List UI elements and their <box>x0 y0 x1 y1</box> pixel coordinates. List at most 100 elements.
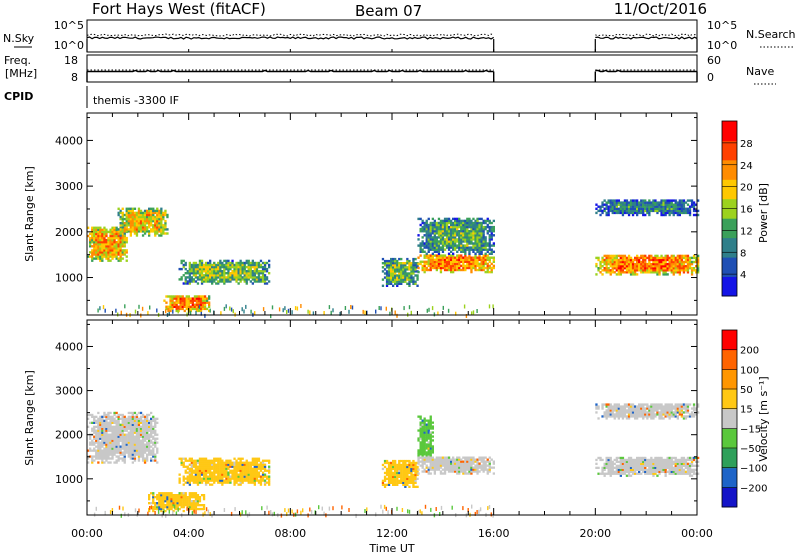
data-cell <box>103 448 105 450</box>
data-cell <box>618 210 620 212</box>
data-cell <box>462 463 464 465</box>
data-cell <box>140 218 142 220</box>
data-cell <box>115 309 116 313</box>
data-cell <box>132 412 134 414</box>
data-cell <box>95 227 97 229</box>
data-cell <box>183 480 185 482</box>
data-cell <box>309 311 310 315</box>
data-cell <box>404 272 406 274</box>
data-cell <box>662 265 664 267</box>
data-cell <box>493 234 495 236</box>
data-cell <box>388 260 390 262</box>
data-cell <box>430 257 432 259</box>
data-cell <box>481 249 483 251</box>
data-cell <box>392 464 394 466</box>
data-cell <box>229 280 231 282</box>
data-cell <box>400 464 402 466</box>
data-cell <box>134 438 136 440</box>
data-cell <box>193 270 195 272</box>
data-cell <box>476 232 478 234</box>
data-cell <box>412 268 414 270</box>
data-cell <box>172 310 173 314</box>
data-cell <box>162 506 164 508</box>
data-cell <box>470 222 472 224</box>
data-cell <box>182 308 184 310</box>
data-cell <box>667 199 669 201</box>
data-cell <box>428 230 430 232</box>
data-cell <box>188 297 190 299</box>
data-cell <box>476 472 478 474</box>
data-cell <box>642 265 644 267</box>
data-cell <box>217 470 219 472</box>
data-cell <box>142 214 144 216</box>
date-label: 11/Oct/2016 <box>614 0 707 18</box>
data-cell <box>221 462 223 464</box>
data-cell <box>99 438 101 440</box>
data-cell <box>154 444 156 446</box>
data-cell <box>667 263 669 265</box>
data-cell <box>97 448 99 450</box>
data-cell <box>235 478 237 480</box>
data-cell <box>148 222 150 224</box>
data-cell <box>417 459 419 461</box>
data-cell <box>116 430 118 432</box>
data-cell <box>109 446 111 448</box>
data-cell <box>673 204 675 206</box>
data-cell <box>260 270 262 272</box>
data-cell <box>144 438 146 440</box>
data-cell <box>179 478 181 480</box>
data-cell <box>194 304 196 306</box>
data-cell <box>124 459 126 461</box>
data-cell <box>138 228 140 230</box>
data-cell <box>331 311 332 315</box>
data-cell <box>424 449 426 451</box>
data-cell <box>483 230 485 232</box>
data-cell <box>436 232 438 234</box>
data-cell <box>616 273 618 275</box>
data-cell <box>146 446 148 448</box>
data-cell <box>386 472 388 474</box>
data-cell <box>420 435 422 437</box>
data-cell <box>450 467 452 469</box>
data-cell <box>152 459 154 461</box>
data-cell <box>460 465 462 467</box>
data-cell <box>177 494 179 496</box>
data-cell <box>689 210 691 212</box>
data-cell <box>118 414 120 416</box>
data-cell <box>250 310 251 314</box>
data-cell <box>460 461 462 463</box>
data-cell <box>481 469 483 471</box>
data-cell <box>134 224 136 226</box>
data-cell <box>252 478 254 480</box>
data-cell <box>183 492 185 494</box>
data-cell <box>406 464 408 466</box>
data-cell <box>189 506 191 508</box>
data-cell <box>233 264 235 266</box>
data-cell <box>608 199 610 201</box>
data-cell <box>466 240 468 242</box>
data-cell <box>146 457 148 459</box>
data-cell <box>242 478 244 480</box>
data-cell <box>156 222 158 224</box>
data-cell <box>205 480 207 482</box>
data-cell <box>221 476 223 478</box>
data-cell <box>432 451 434 453</box>
data-cell <box>420 251 422 253</box>
data-cell <box>652 208 654 210</box>
data-cell <box>665 214 667 216</box>
data-cell <box>640 269 642 271</box>
data-cell <box>205 280 207 282</box>
data-cell <box>632 273 634 275</box>
data-cell <box>660 214 662 216</box>
data-cell <box>178 309 179 313</box>
data-cell <box>446 236 448 238</box>
data-cell <box>424 459 426 461</box>
data-cell <box>470 263 472 265</box>
data-cell <box>211 274 213 276</box>
data-cell <box>144 224 146 226</box>
data-cell <box>384 260 386 262</box>
data-cell <box>443 306 444 310</box>
data-cell <box>412 480 414 482</box>
data-cell <box>244 266 246 268</box>
data-cell <box>394 281 396 283</box>
